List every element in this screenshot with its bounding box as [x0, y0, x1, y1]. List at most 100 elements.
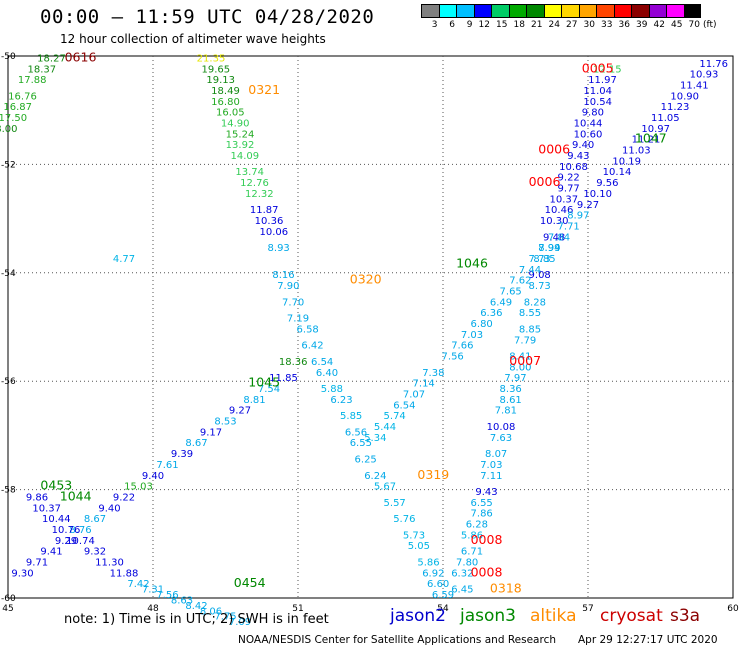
wave-height-label: 17.50: [0, 113, 27, 124]
color-scale-cell: [491, 4, 509, 18]
wave-height-label: 6.23: [330, 395, 352, 406]
wave-height-label: 9.56: [596, 178, 618, 189]
wave-height-label: 5.74: [384, 411, 406, 422]
wave-height-label: 8.61: [500, 395, 522, 406]
wave-height-label: 10.44: [42, 514, 71, 525]
color-scale-cell: [543, 4, 561, 18]
wave-height-label: 7.71: [558, 221, 580, 232]
wave-height-label: 7.66: [451, 341, 473, 352]
wave-height-label: 21.35: [197, 53, 226, 64]
wave-height-label: 7.56: [156, 590, 178, 601]
pass-time-label: 0008: [471, 532, 503, 547]
y-tick-label: -56: [1, 377, 16, 387]
wave-height-label: 7.90: [277, 281, 299, 292]
footer-source: NOAA/NESDIS Center for Satellite Applica…: [238, 634, 556, 646]
y-tick-label: -60: [1, 594, 16, 604]
color-scale-label: 12: [478, 20, 490, 30]
wave-height-label: 11.04: [583, 86, 612, 97]
color-scale-label: 33: [601, 20, 613, 30]
pass-time-label: 0454: [234, 575, 266, 590]
wave-height-label: 10.44: [574, 118, 603, 129]
pass-time-label: 1047: [635, 131, 667, 146]
wave-height-label: 6.71: [461, 547, 483, 558]
wave-height-label: 5.57: [384, 498, 406, 509]
wave-height-label: 11.21: [632, 135, 661, 146]
color-scale-cell: [438, 4, 456, 18]
color-scale-label: 70: [688, 20, 700, 30]
wave-height-label: 5.73: [403, 530, 425, 541]
color-scale-cells: [421, 4, 723, 18]
wave-height-label: 9.17: [200, 427, 222, 438]
color-scale-label: 15: [496, 20, 508, 30]
pass-time-label: 0006: [538, 142, 570, 157]
page-subtitle: 12 hour collection of altimeter wave hei…: [60, 32, 326, 46]
wave-height-label: 7.84: [548, 232, 570, 243]
wave-height-label: 14.90: [221, 118, 250, 129]
wave-height-label: 8.28: [524, 297, 546, 308]
wave-height-label: 7.75: [214, 612, 236, 623]
wave-height-label: 5.44: [374, 422, 396, 433]
wave-height-label: 11.05: [651, 113, 680, 124]
wave-height-label: 16.76: [8, 91, 37, 102]
wave-height-label: 15.24: [226, 129, 255, 140]
wave-height-label: 7.03: [480, 460, 502, 471]
wave-height-label: 4.77: [113, 254, 135, 265]
wave-height-label: 8.63: [171, 595, 193, 606]
wave-height-label: 11.76: [699, 59, 728, 70]
wave-height-label: 9.71: [26, 557, 48, 568]
color-scale-cell: [421, 4, 439, 18]
wave-height-label: 12.15: [593, 64, 622, 75]
wave-height-label: 5.05: [408, 541, 430, 552]
wave-height-label: 8.81: [243, 395, 265, 406]
y-tick-label: -54: [1, 269, 16, 279]
wave-height-label: 9.32: [84, 547, 106, 558]
wave-height-label: 19.65: [202, 64, 231, 75]
pass-time-label: 0005: [582, 60, 614, 75]
color-scale: 3 6 9 12 15 18 21 24 27 30 33 36 39 42 45 70 (ft): [421, 4, 723, 30]
wave-height-label: 5.88: [321, 384, 343, 395]
wave-height-label: 7.86: [471, 509, 493, 520]
wave-height-label: 6.55: [471, 498, 493, 509]
wave-height-label: 8.97: [567, 211, 589, 222]
wave-height-label: 8.55: [519, 308, 541, 319]
wave-height-label: 11.97: [588, 75, 617, 86]
x-tick-label: 57: [582, 604, 593, 614]
color-scale-cell: [631, 4, 649, 18]
wave-height-label: 7.94: [538, 243, 560, 254]
wave-height-label: 10.30: [540, 216, 569, 227]
wave-height-label: 6.59: [432, 590, 454, 601]
color-scale-label: 9: [466, 20, 473, 30]
wave-height-label: 18.00: [0, 124, 17, 135]
wave-height-label: 10.46: [545, 205, 574, 216]
wave-height-label: 11.85: [269, 373, 298, 384]
wave-height-label: 5.86: [417, 557, 439, 568]
color-scale-label: 21: [531, 20, 543, 30]
color-scale-cell: [473, 4, 491, 18]
wave-height-label: 5.34: [364, 433, 386, 444]
color-scale-cell: [508, 4, 526, 18]
pass-time-label: 0321: [248, 82, 280, 97]
wave-height-label: 9.39: [171, 449, 193, 460]
plot-frame: [7, 55, 734, 599]
wave-height-label: 11.23: [661, 102, 690, 113]
wave-height-label: 18.36: [279, 357, 308, 368]
wave-height-label: 5.85: [340, 411, 362, 422]
wave-height-label: 8.07: [485, 449, 507, 460]
wave-height-label: 10.06: [260, 227, 289, 238]
y-tick-label: -50: [1, 52, 16, 62]
wave-height-label: 7.31: [142, 585, 164, 596]
wave-height-label: 10.14: [603, 167, 632, 178]
wave-height-label: 10.60: [574, 129, 603, 140]
wave-height-label: 6.54: [393, 400, 415, 411]
wave-height-label: 10.90: [670, 91, 699, 102]
wave-height-label: 9.43: [475, 487, 497, 498]
color-scale-label: 18: [513, 20, 525, 30]
wave-height-label: 7.03: [461, 330, 483, 341]
wave-height-label: 7.79: [514, 335, 536, 346]
wave-height-label: 7.62: [509, 276, 531, 287]
wave-height-label: 18.37: [28, 64, 57, 75]
wave-height-label: 8.06: [200, 606, 222, 617]
x-tick-label: 60: [727, 604, 739, 614]
x-tick-label: 54: [437, 604, 449, 614]
color-scale-cell: [561, 4, 579, 18]
